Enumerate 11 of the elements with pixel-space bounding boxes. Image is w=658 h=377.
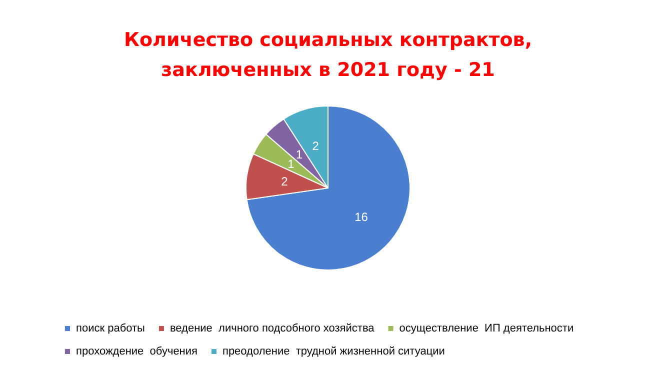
data-label: 2 bbox=[281, 174, 288, 189]
data-label: 1 bbox=[288, 157, 295, 172]
data-label: 2 bbox=[312, 138, 320, 153]
data-label: 1 bbox=[296, 148, 303, 162]
legend-label: ведение личного подсобного хозяйства bbox=[170, 322, 376, 334]
legend-label: осуществление ИП деятельности bbox=[399, 322, 574, 334]
legend-label: поиск работы bbox=[76, 322, 146, 334]
chart-title: Количество социальных контрактов, заключенных в 2021 году - 21 bbox=[124, 29, 532, 81]
legend-label: прохождение обучения bbox=[76, 346, 198, 358]
legend-label: преодоление трудной жизненной ситуации bbox=[222, 346, 445, 358]
data-label: 16 bbox=[354, 210, 368, 224]
